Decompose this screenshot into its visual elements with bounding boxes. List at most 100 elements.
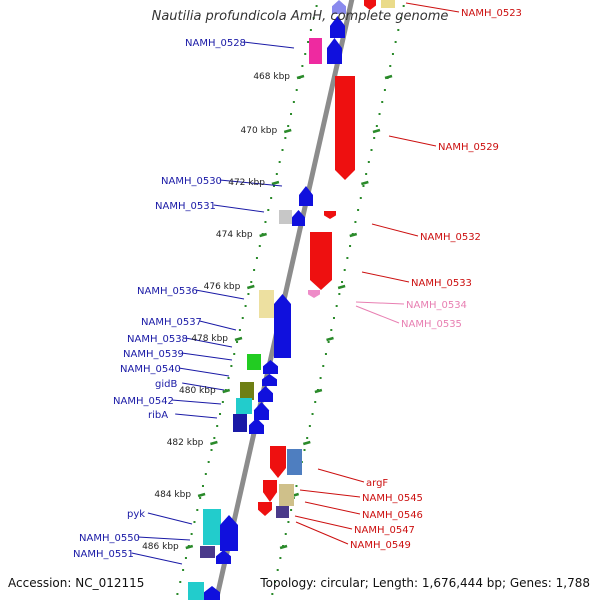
genome-title: Nautilia profundicola AmH, complete geno… [151, 9, 449, 24]
gene-label-right: NAMH_0547 [354, 525, 415, 536]
track-dot-right-28 [327, 341, 330, 343]
track-dot-right-23 [341, 281, 344, 283]
track-dot-left-39 [204, 473, 207, 475]
scale-tick-0 [296, 74, 305, 80]
track-dot-left-20 [258, 245, 261, 247]
gene-feature-namh-0529 [335, 76, 355, 180]
leader-line-left [137, 536, 191, 541]
leader-line-right [388, 135, 437, 147]
track-dot-right-8 [381, 101, 384, 103]
track-dot-right-29 [324, 353, 327, 355]
leader-line-left [181, 352, 233, 361]
gene-feature-forward-4 [263, 360, 278, 374]
gene-label-left: NAMH_0550 [79, 533, 140, 544]
gene-feature-namh-0537 [274, 294, 291, 358]
scale-tick-5 [234, 336, 243, 342]
track-dot-right-43 [287, 521, 290, 523]
gene-feature-namh-0547 [258, 502, 272, 516]
scale-label: 478 kbp [191, 334, 228, 344]
leader-line-left [195, 289, 245, 300]
track-dot-right-25 [335, 305, 338, 307]
track-dot-right-31 [319, 377, 322, 379]
track-dot-right-3 [394, 41, 397, 43]
gene-feature-forward-7 [249, 418, 264, 434]
gene-feature-bottom-forward [204, 586, 220, 600]
track-dot-left-12 [281, 149, 284, 151]
gene-feature-argf-partner [287, 449, 302, 475]
scale-tick-1 [283, 128, 292, 134]
leader-line-right [304, 501, 361, 515]
track-dot-right-36 [306, 437, 309, 439]
leader-line-right [295, 521, 349, 545]
track-dot-left-9 [290, 113, 293, 115]
leader-line-right [371, 223, 419, 237]
leader-line-right [299, 489, 361, 498]
track-dot-right-11 [373, 137, 376, 139]
leader-line-right [355, 301, 405, 305]
scale-label: 484 kbp [154, 490, 191, 500]
track-dot-left-48 [179, 581, 182, 583]
track-dot-right-9 [378, 113, 381, 115]
scale-tick-6 [222, 388, 231, 394]
track-dot-left-17 [267, 209, 270, 211]
track-dot-left-5 [301, 65, 304, 67]
scale-tick-right-3 [349, 232, 358, 238]
scale-tick-right-4 [337, 284, 346, 290]
gene-feature-namh-0550 [200, 546, 215, 558]
gene-label-left: NAMH_0536 [137, 286, 198, 297]
track-dot-left-34 [219, 413, 222, 415]
leader-line-left [131, 552, 183, 565]
gene-feature-namh-0532 [324, 211, 336, 219]
gene-label-left: NAMH_0542 [113, 396, 174, 407]
gene-feature-riba [233, 414, 247, 432]
scale-label: 476 kbp [204, 282, 241, 292]
track-dot-left-43 [193, 521, 196, 523]
scale-label: 474 kbp [216, 230, 253, 240]
gene-label-right: NAMH_0549 [350, 540, 411, 551]
leader-line-left [213, 204, 265, 213]
scale-label: 472 kbp [228, 178, 265, 188]
gene-feature-namh-0534 [308, 290, 320, 298]
gene-label-left: gidB [155, 379, 177, 390]
scale-label: 480 kbp [179, 386, 216, 396]
track-dot-left-26 [241, 317, 244, 319]
track-dot-right-47 [276, 569, 279, 571]
track-dot-left-33 [221, 401, 224, 403]
accession-label: Accession: NC_012115 [8, 576, 145, 590]
scale-tick-8 [197, 492, 206, 498]
track-dot-left-47 [182, 569, 185, 571]
scale-tick-right-2 [361, 180, 369, 186]
track-dot-left-13 [278, 161, 281, 163]
gene-label-left: ribA [148, 410, 168, 421]
gene-feature-namh-0528-arrow [330, 16, 345, 38]
track-dot-left-30 [230, 365, 233, 367]
track-dot-left-22 [253, 269, 256, 271]
scale-tick-4 [246, 284, 255, 290]
track-dot-left-10 [287, 125, 290, 127]
leader-line-right [361, 271, 410, 283]
leader-line-right [317, 468, 365, 483]
gene-feature-argf [270, 446, 286, 478]
track-dot-right-2 [397, 29, 400, 31]
leader-line-left [243, 41, 295, 49]
track-dot-left-15 [272, 185, 275, 187]
track-dot-left-44 [190, 533, 193, 535]
gene-label-left: NAMH_0539 [123, 349, 184, 360]
gene-feature-namh-0545 [263, 480, 277, 502]
gene-label-left: NAMH_0528 [185, 38, 246, 49]
track-dot-right-7 [383, 89, 386, 91]
track-dot-right-22 [343, 269, 346, 271]
gene-feature-namh-0551 [216, 550, 231, 564]
track-dot-left-28 [236, 341, 239, 343]
track-dot-left-0 [315, 5, 318, 7]
gene-feature-forward-3 [292, 210, 305, 226]
track-dot-right-14 [365, 173, 368, 175]
track-dot-left-23 [250, 281, 253, 283]
track-dot-left-38 [207, 461, 210, 463]
track-dot-left-49 [176, 593, 179, 595]
scale-label: 482 kbp [167, 438, 204, 448]
gene-feature-forward-6 [254, 402, 269, 420]
track-dot-right-13 [367, 161, 370, 163]
leader-line-left [182, 382, 225, 391]
track-dot-right-21 [346, 257, 349, 259]
